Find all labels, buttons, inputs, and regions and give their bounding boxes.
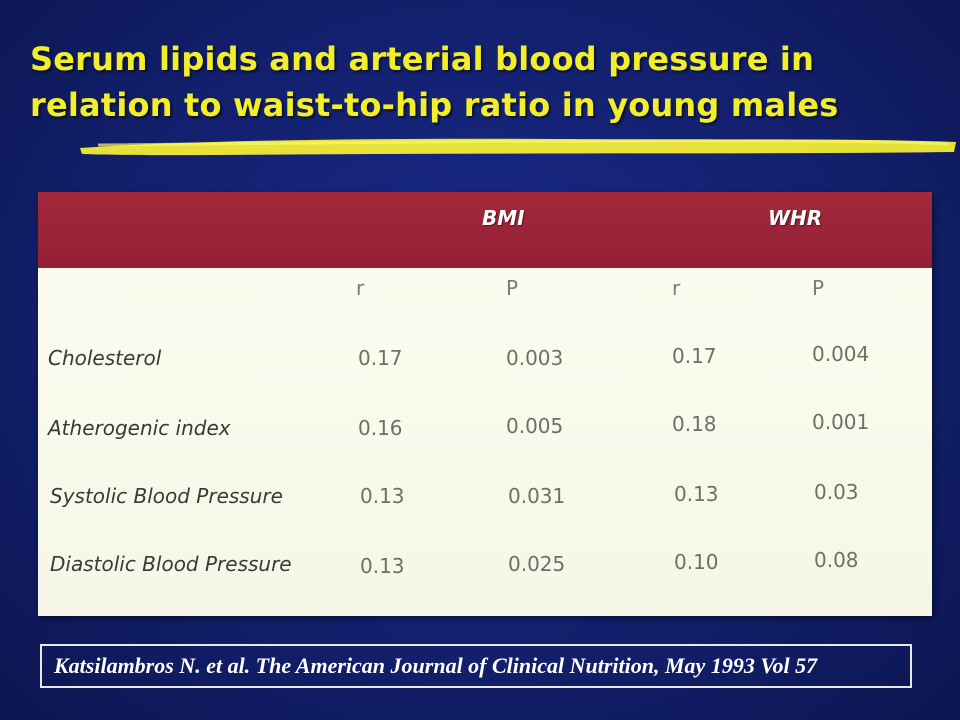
subheader-bmi-r: r <box>356 276 365 300</box>
row-label-cholesterol: Cholesterol <box>48 346 162 370</box>
table-body: r P r P Cholesterol 0.17 0.003 0.17 0.00… <box>38 268 932 616</box>
table-cell: 0.003 <box>506 346 564 370</box>
row-label-systolic-blood-pressure: Systolic Blood Pressure <box>50 484 283 508</box>
highlighter-underline <box>80 138 956 156</box>
table-cell: 0.004 <box>812 342 870 366</box>
subheader-whr-p: P <box>812 276 825 300</box>
row-label-diastolic-blood-pressure: Diastolic Blood Pressure <box>50 552 292 576</box>
table-cell: 0.005 <box>506 414 564 438</box>
table-cell: 0.08 <box>814 548 859 572</box>
table-cell: 0.031 <box>508 484 566 508</box>
slide-title: Serum lipids and arterial blood pressure… <box>30 40 839 124</box>
subheader-whr-r: r <box>672 276 681 300</box>
subheader-bmi-p: P <box>506 276 519 300</box>
row-label-atherogenic-index: Atherogenic index <box>48 416 231 440</box>
citation-box: Katsilambros N. et al. The American Jour… <box>40 644 912 688</box>
group-label-bmi: BMI <box>482 206 525 230</box>
table-cell: 0.17 <box>672 344 717 368</box>
table-cell: 0.13 <box>674 482 719 506</box>
table-cell: 0.025 <box>508 552 566 576</box>
table-cell: 0.13 <box>360 554 405 578</box>
table-cell: 0.13 <box>360 484 405 508</box>
table-cell: 0.10 <box>674 550 719 574</box>
group-label-whr: WHR <box>768 206 823 230</box>
table-cell: 0.16 <box>358 416 403 440</box>
table-cell: 0.03 <box>814 480 859 504</box>
table-cell: 0.17 <box>358 346 403 370</box>
table-header: BMI WHR <box>38 192 932 268</box>
correlation-table: BMI WHR r P r P Cholesterol 0.17 0.003 0… <box>38 192 932 616</box>
table-cell: 0.001 <box>812 410 870 434</box>
table-cell: 0.18 <box>672 412 717 436</box>
